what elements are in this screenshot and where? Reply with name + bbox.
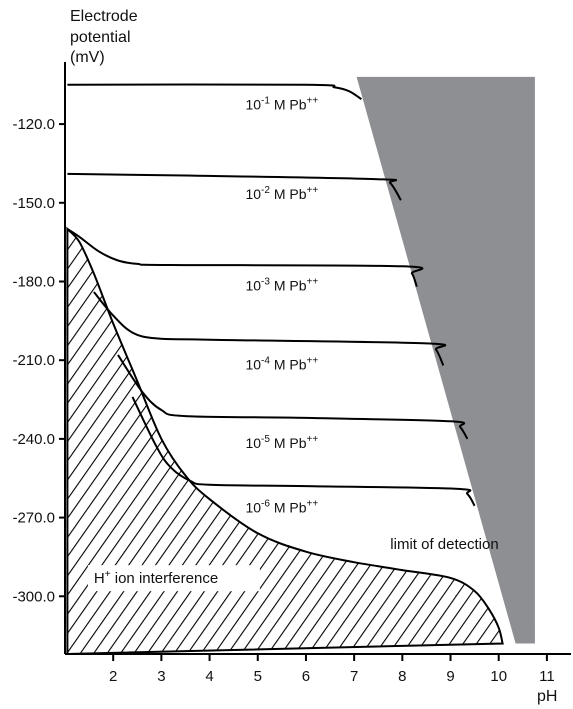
x-tick-label: 2 — [109, 668, 117, 685]
y-tick-label: -120.0 — [12, 116, 55, 133]
x-tick-label: 9 — [446, 668, 454, 685]
curve-label: 10-3 M Pb++ — [245, 277, 318, 294]
x-tick-label: 11 — [539, 668, 555, 685]
curve-label: 10-4 M Pb++ — [245, 355, 318, 372]
limit-of-detection-region — [356, 76, 535, 644]
y-axis-label-line-1: Electrode — [70, 8, 138, 25]
y-tick-label: -210.0 — [12, 352, 55, 369]
x-tick-label: 5 — [254, 668, 262, 685]
y-tick-label: -150.0 — [12, 195, 55, 212]
y-tick-label: -180.0 — [12, 273, 55, 290]
x-tick-label: 3 — [157, 668, 165, 685]
h-ion-interference-label: H+ ion interference — [94, 569, 218, 587]
curve-pb-minus-4 — [93, 291, 447, 366]
y-tick-label: -300.0 — [12, 588, 55, 605]
h-ion-label-background — [87, 565, 260, 592]
limit-of-detection-label: limit of detection — [390, 536, 498, 553]
curve-pb-minus-3 — [66, 228, 424, 288]
x-tick-label: 10 — [490, 668, 507, 685]
curve-label: 10-5 M Pb++ — [245, 434, 318, 451]
x-tick-label: 6 — [302, 668, 310, 685]
curve-pb-minus-1 — [67, 83, 362, 101]
curve-pb-minus-6 — [131, 396, 476, 507]
x-tick-label: 4 — [205, 668, 213, 685]
curve-label: 10-1 M Pb++ — [245, 96, 318, 113]
y-tick-label: -270.0 — [12, 510, 55, 527]
curve-label: 10-6 M Pb++ — [245, 498, 318, 515]
y-axis-label-line-2: potential — [70, 29, 131, 46]
curve-pb-minus-2 — [67, 172, 402, 201]
x-tick-label: 8 — [398, 668, 406, 685]
curve-label: 10-2 M Pb++ — [245, 185, 318, 202]
x-tick-label: 7 — [350, 668, 358, 685]
y-axis-label-line-3: (mV) — [70, 49, 105, 66]
curve-pb-minus-5 — [117, 354, 469, 440]
y-tick-label: -240.0 — [12, 431, 55, 448]
x-axis-label: pH — [537, 688, 557, 705]
